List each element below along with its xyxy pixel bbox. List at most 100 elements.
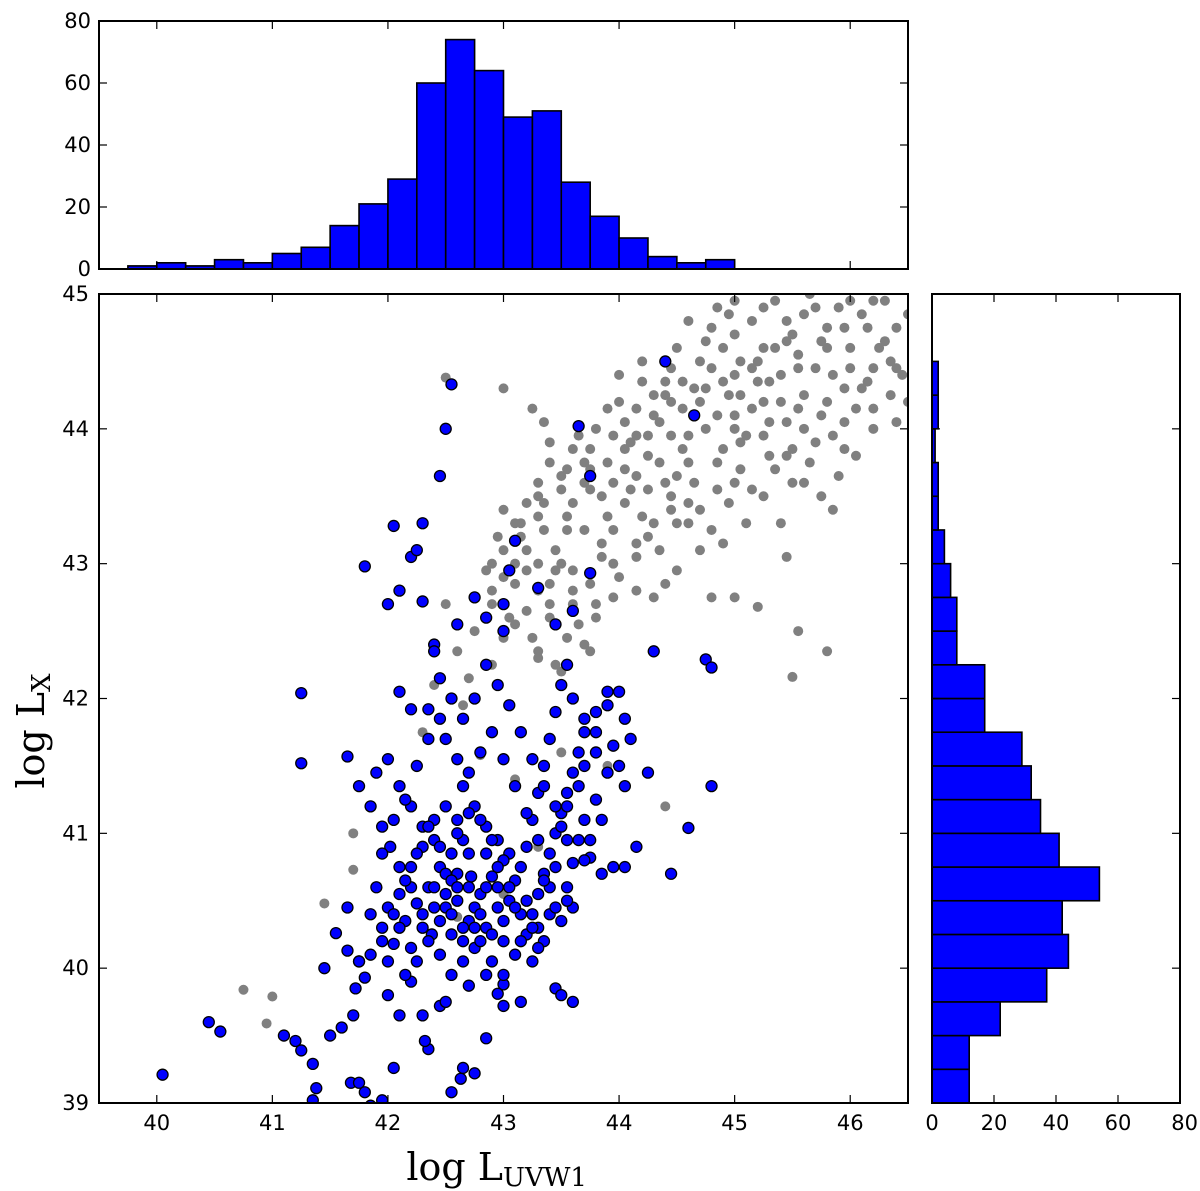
grey-point: [746, 403, 757, 414]
right-x-tick-label: 0: [925, 1111, 938, 1135]
blue-point: [584, 469, 597, 483]
grey-point: [735, 464, 746, 475]
grey-point: [498, 383, 509, 394]
blue-point: [578, 712, 591, 725]
grey-point: [787, 444, 798, 455]
y-tick-label: 40: [62, 956, 89, 980]
grey-point: [816, 410, 827, 421]
y-tick-label: 43: [62, 552, 89, 576]
blue-point: [474, 813, 487, 826]
blue-point: [537, 874, 551, 887]
grey-point: [631, 471, 642, 482]
blue-point: [664, 867, 678, 880]
scatter-plot-area: [156, 294, 908, 1103]
grey-point: [614, 369, 625, 380]
blue-point: [393, 1009, 406, 1022]
blue-point: [410, 544, 423, 557]
blue-point: [364, 908, 377, 921]
blue-point: [618, 860, 631, 874]
grey-point: [602, 511, 613, 522]
blue-point: [549, 800, 562, 813]
blue-point: [595, 867, 608, 880]
top-y-tick-label: 40: [64, 133, 91, 157]
grey-point: [758, 430, 769, 441]
grey-point: [631, 403, 642, 414]
grey-point: [544, 599, 555, 610]
grey-point: [677, 376, 688, 387]
blue-point: [549, 860, 562, 874]
grey-point: [625, 437, 636, 448]
grey-point: [746, 484, 757, 495]
y-tick-label: 44: [62, 417, 89, 441]
blue-point: [572, 746, 585, 759]
blue-point: [555, 988, 568, 1002]
blue-point: [560, 658, 574, 671]
blue-point: [416, 921, 429, 934]
grey-point: [718, 342, 729, 353]
grey-point: [648, 592, 659, 603]
blue-point: [526, 908, 539, 921]
blue-point: [456, 1061, 470, 1075]
grey-point: [868, 403, 879, 414]
blue-point: [555, 820, 568, 833]
blue-point: [526, 753, 539, 766]
blue-point: [352, 955, 366, 968]
blue-point: [375, 820, 389, 833]
blue-point: [352, 1076, 366, 1089]
grey-point: [590, 423, 601, 434]
grey-point: [556, 471, 567, 482]
blue-point: [508, 901, 522, 914]
grey-point: [463, 673, 474, 684]
grey-point: [746, 363, 757, 374]
blue-point: [532, 941, 545, 955]
blue-point: [439, 800, 452, 813]
blue-point: [439, 887, 452, 901]
grey-point: [654, 545, 665, 556]
blue-point: [410, 955, 423, 968]
x-tick-label: 46: [837, 1111, 864, 1135]
grey-point: [527, 403, 538, 414]
blue-point: [393, 685, 406, 698]
blue-point: [381, 753, 395, 766]
blue-point: [537, 759, 551, 773]
blue-point: [601, 685, 614, 698]
blue-point: [491, 860, 504, 874]
blue-point: [456, 955, 470, 968]
grey-point: [689, 383, 700, 394]
blue-point: [595, 813, 608, 826]
blue-point: [445, 847, 458, 860]
grey-point: [573, 619, 584, 630]
grey-point: [619, 417, 630, 428]
blue-point: [578, 813, 591, 826]
blue-point: [485, 928, 499, 941]
grey-point: [850, 450, 861, 461]
grey-point: [637, 356, 648, 367]
blue-point: [416, 1009, 429, 1022]
blue-point: [601, 699, 614, 712]
blue-point: [480, 658, 493, 671]
grey-point: [839, 322, 850, 333]
blue-point: [370, 881, 383, 894]
blue-point: [468, 692, 481, 705]
grey-point: [573, 430, 584, 441]
blue-point: [335, 1021, 348, 1034]
grey-point: [793, 626, 804, 637]
grey-point: [833, 471, 844, 482]
right-histogram-bar: [931, 899, 1063, 936]
grey-point: [735, 356, 746, 367]
grey-point: [631, 430, 642, 441]
grey-point: [723, 497, 734, 508]
grey-point: [856, 383, 867, 394]
right-histogram-ticks: 0 20 40 60 80: [925, 293, 1198, 1135]
right-histogram-bar: [931, 832, 1060, 868]
grey-point: [671, 471, 682, 482]
top-histogram-bar: [589, 215, 620, 270]
blue-point: [572, 419, 585, 433]
blue-point: [520, 894, 533, 907]
grey-point: [694, 545, 705, 556]
grey-point: [619, 464, 630, 475]
blue-point: [543, 847, 556, 860]
grey-point: [706, 322, 717, 333]
blue-point: [445, 378, 458, 391]
blue-point: [555, 678, 568, 692]
